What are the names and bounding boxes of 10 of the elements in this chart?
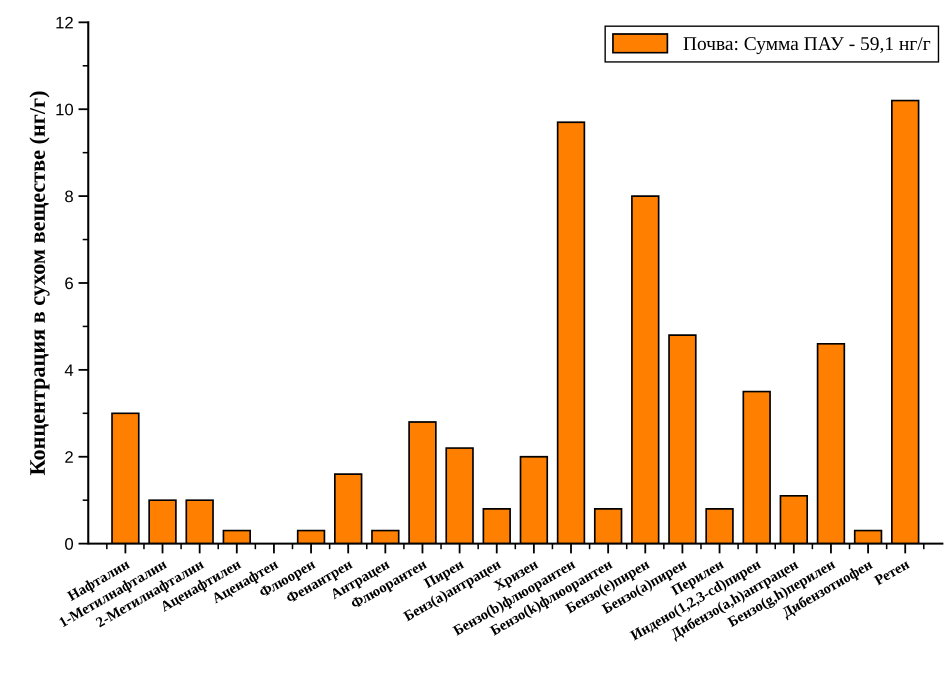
y-tick-label: 4	[64, 364, 74, 376]
x-tick-label: Ретен	[873, 558, 910, 586]
legend-label: Почва: Сумма ПАУ - 59,1 нг/г	[683, 37, 930, 54]
y-tick-label: 6	[65, 277, 73, 290]
y-tick-label: 10	[56, 104, 74, 116]
y-axis-title: Концентрация в сухом веществе (нг/г)	[29, 91, 50, 476]
y-tick-label: 0	[65, 538, 74, 550]
y-tick-label: 8	[65, 190, 73, 202]
y-tick-label: 12	[56, 16, 73, 28]
y-tick-label: 2	[65, 451, 73, 463]
